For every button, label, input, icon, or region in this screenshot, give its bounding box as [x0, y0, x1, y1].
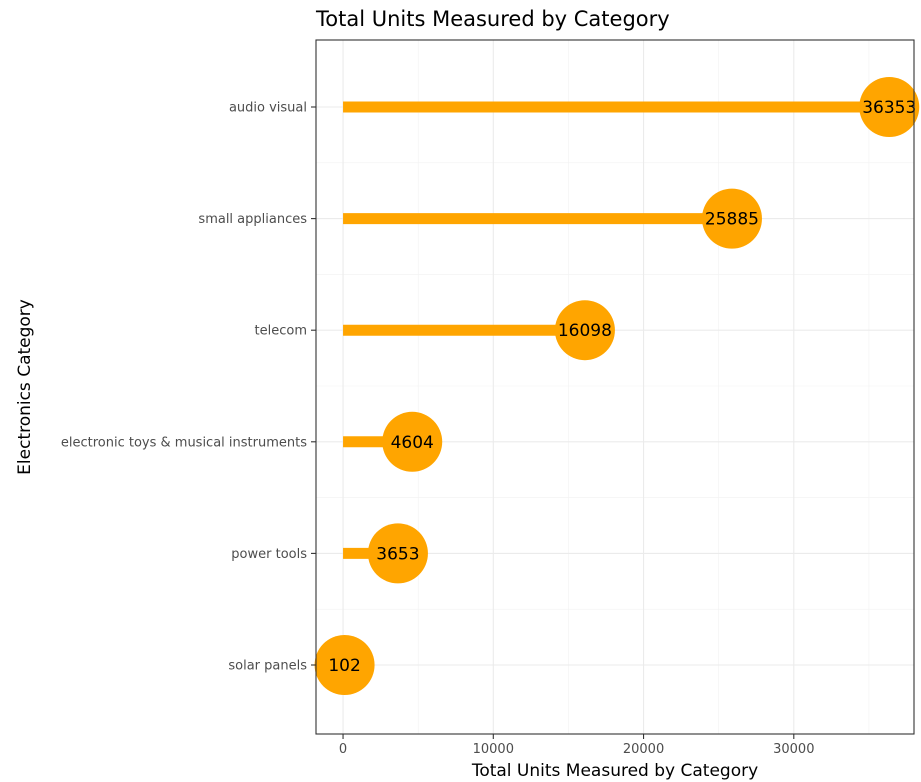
x-tick-label: 30000: [773, 742, 814, 757]
lollipop-head: [859, 77, 920, 137]
x-tick-label: 20000: [623, 742, 664, 757]
x-axis-title: Total Units Measured by Category: [471, 761, 758, 781]
data-label: 36353: [862, 98, 916, 118]
y-tick-label: power tools: [231, 547, 307, 562]
data-label: 102: [328, 656, 360, 676]
y-tick-label: telecom: [255, 324, 307, 339]
data-label: 3653: [376, 544, 419, 564]
y-axis-title: Electronics Category: [15, 299, 35, 475]
lollipop-head: [382, 411, 443, 472]
data-label: 25885: [705, 210, 759, 230]
chart-title: Total Units Measured by Category: [315, 7, 670, 31]
y-tick-label: solar panels: [228, 659, 307, 674]
x-tick-label: 0: [339, 742, 347, 757]
lollipop-head: [554, 300, 615, 361]
lollipop-head: [314, 635, 375, 695]
x-tick-label: 10000: [473, 742, 514, 757]
x-axis: 0 10000 20000 30000: [339, 734, 814, 757]
chart-marks: 36353 25885 16098 4604 3653 102: [314, 77, 920, 695]
y-tick-label: electronic toys & musical instruments: [61, 435, 307, 450]
grid-lines: [316, 40, 914, 734]
lollipop-head: [367, 523, 428, 584]
y-tick-label: audio visual: [229, 101, 307, 116]
data-label: 16098: [558, 321, 612, 341]
data-label: 4604: [391, 433, 434, 453]
y-axis: audio visual small appliances telecom elect…: [61, 101, 316, 674]
y-tick-label: small appliances: [198, 212, 307, 227]
panel-border: [315, 39, 915, 735]
lollipop-head: [701, 188, 762, 249]
